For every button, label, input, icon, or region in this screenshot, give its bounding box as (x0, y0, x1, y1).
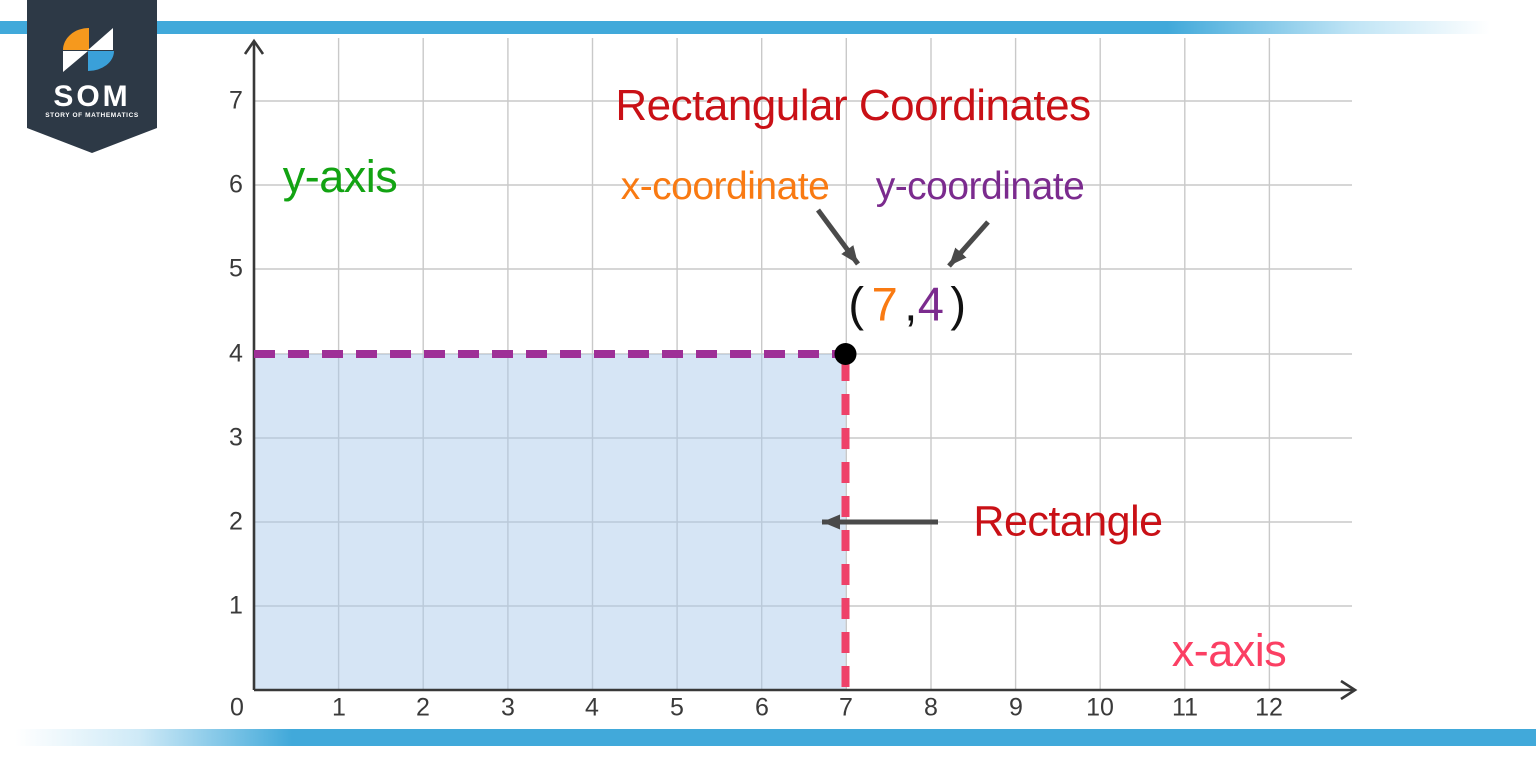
x-coordinate-label: x-coordinate (620, 165, 830, 208)
annotation-arrows (815, 208, 990, 530)
logo-subtitle: STORY OF MATHEMATICS (45, 112, 139, 119)
y-tick-5: 5 (229, 254, 243, 283)
y-tick-1: 1 (229, 591, 243, 620)
x-tick-0: 0 (230, 693, 244, 722)
y-tick-3: 3 (229, 423, 243, 452)
x-tick-12: 12 (1255, 693, 1283, 722)
pinwheel-orange-quarter (63, 28, 89, 50)
x-tick-4: 4 (585, 693, 599, 722)
close-paren: ) (950, 277, 966, 331)
som-pinwheel-icon (63, 28, 114, 72)
y-tick-2: 2 (229, 507, 243, 536)
x-tick-9: 9 (1009, 693, 1023, 722)
comma: , (904, 277, 917, 331)
shaded-rectangle (254, 354, 846, 690)
bottom-accent-bar (0, 729, 1536, 746)
y-value: 4 (917, 277, 944, 331)
x-axis-label: x-axis (1171, 625, 1287, 676)
open-paren: ( (848, 277, 864, 331)
x-tick-8: 8 (924, 693, 938, 722)
som-logo-banner-point (27, 128, 157, 153)
point-coordinates-label: (7,4) (848, 277, 966, 332)
point-7-4 (834, 343, 857, 365)
x-tick-7: 7 (839, 693, 853, 722)
logo-title: SOM (53, 80, 131, 113)
x-coordinate-arrow (815, 208, 861, 266)
chart-title: Rectangular Coordinates (615, 81, 1091, 130)
x-tick-3: 3 (501, 693, 515, 722)
top-accent-bar (0, 21, 1536, 34)
x-tick-5: 5 (670, 693, 684, 722)
x-tick-6: 6 (755, 693, 769, 722)
x-axis-arrowhead (1340, 679, 1358, 701)
x-value: 7 (871, 277, 898, 331)
y-axis-arrowhead (243, 38, 265, 55)
pinwheel-white-top-wedge (88, 28, 113, 50)
y-tick-6: 6 (229, 170, 243, 199)
rectangle-label: Rectangle (973, 497, 1163, 546)
x-tick-10: 10 (1086, 693, 1114, 722)
x-tick-1: 1 (332, 693, 346, 722)
y-axis-label: y-axis (282, 151, 398, 202)
y-tick-7: 7 (229, 86, 243, 115)
pinwheel-blue-quarter (88, 51, 114, 71)
axes (243, 38, 1358, 701)
x-tick-2: 2 (416, 693, 430, 722)
som-logo-banner: SOM STORY OF MATHEMATICS (27, 0, 157, 128)
y-tick-4: 4 (229, 339, 243, 368)
x-tick-11: 11 (1172, 693, 1198, 722)
y-coordinate-label: y-coordinate (875, 165, 1085, 208)
y-coordinate-arrow (947, 220, 990, 268)
pinwheel-white-bottom-wedge (63, 51, 88, 72)
